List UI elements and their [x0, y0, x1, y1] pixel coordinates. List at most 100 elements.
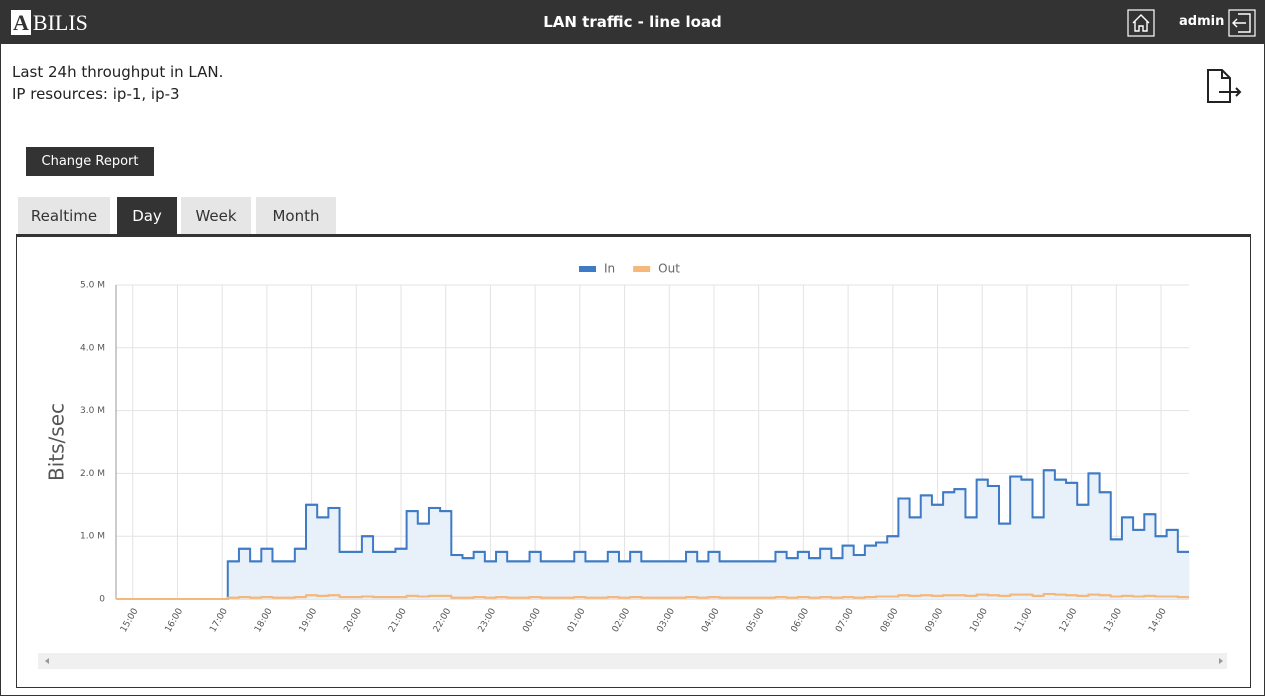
x-tick-label: 08:00	[879, 607, 901, 635]
area-step	[1032, 517, 1044, 599]
area-step	[596, 561, 609, 599]
area-step	[630, 551, 642, 599]
area-step	[440, 511, 452, 599]
legend-swatch	[633, 266, 651, 272]
area-step	[238, 548, 251, 599]
x-tick-label: 16:00	[164, 607, 186, 635]
legend-swatch	[579, 266, 596, 272]
x-tick-label: 09:00	[924, 607, 946, 635]
area-step	[1155, 536, 1167, 599]
area-step	[373, 551, 385, 599]
area-step	[786, 558, 799, 599]
area-step	[507, 561, 519, 599]
area-step	[574, 551, 586, 599]
area-step	[272, 561, 284, 599]
area-step	[283, 561, 296, 599]
area-step	[831, 558, 843, 599]
area-step	[484, 561, 497, 599]
x-tick-label: 19:00	[298, 607, 320, 635]
area-step	[820, 548, 832, 599]
area-step	[496, 551, 508, 599]
x-tick-label: 18:00	[253, 607, 275, 635]
description: Last 24h throughput in LAN.	[12, 63, 224, 81]
area-step	[1043, 470, 1056, 599]
area-step	[708, 551, 720, 599]
area-step	[1088, 473, 1100, 599]
page-title: LAN traffic - line load	[543, 13, 722, 31]
area-step	[1066, 482, 1078, 599]
area-step	[652, 561, 664, 599]
area-step	[1021, 479, 1033, 599]
x-tick-label: 02:00	[611, 607, 633, 635]
area-step	[876, 542, 888, 599]
area-step	[1133, 529, 1145, 599]
area-step	[361, 536, 374, 599]
y-axis-label: Bits/sec	[45, 403, 69, 481]
x-tick-label: 12:00	[1058, 607, 1080, 635]
user-name[interactable]: admin	[1179, 14, 1225, 29]
x-tick-label: 21:00	[387, 607, 409, 635]
area-step	[753, 561, 765, 599]
tab[interactable]: Realtime	[18, 197, 110, 234]
area-step	[473, 551, 486, 599]
x-tick-label: 11:00	[1013, 607, 1035, 635]
area-step	[417, 523, 430, 599]
area-step	[909, 517, 922, 599]
change-report-button[interactable]: Change Report	[26, 147, 154, 176]
x-tick-label: 00:00	[521, 607, 543, 635]
area-step	[697, 561, 709, 599]
y-tick-label: 1.0 M	[80, 532, 105, 542]
area-step	[1177, 551, 1190, 599]
area-step	[328, 507, 340, 599]
y-tick-label: 4.0 M	[80, 343, 105, 353]
y-tick-label: 3.0 M	[80, 406, 105, 416]
logout-icon[interactable]	[1228, 9, 1256, 37]
area-step	[641, 561, 653, 599]
area-step	[775, 551, 787, 599]
area-step	[585, 561, 597, 599]
area-step	[540, 561, 553, 599]
area-step	[741, 561, 754, 599]
area-step	[462, 558, 474, 599]
area-step	[943, 492, 955, 599]
tab[interactable]: Month	[256, 197, 336, 234]
area-step	[339, 551, 352, 599]
area-step	[965, 517, 977, 599]
x-tick-label: 05:00	[745, 607, 767, 635]
area-step	[853, 555, 866, 599]
tab[interactable]: Week	[181, 197, 251, 234]
area-step	[998, 523, 1011, 599]
area-step	[1110, 539, 1123, 599]
tab[interactable]: Day	[117, 197, 177, 234]
home-icon[interactable]	[1127, 9, 1155, 37]
x-tick-label: 01:00	[566, 607, 588, 635]
area-step	[686, 551, 698, 599]
export-icon[interactable]	[1205, 68, 1245, 108]
area-step	[406, 511, 419, 599]
x-tick-label: 04:00	[700, 607, 722, 635]
logo[interactable]: ABILIS	[13, 10, 88, 35]
description: IP resources: ip-1, ip-3	[12, 85, 180, 103]
area-step	[518, 561, 530, 599]
area-step	[618, 561, 631, 599]
area-step	[1010, 476, 1022, 599]
area-step	[864, 545, 877, 599]
x-tick-label: 17:00	[208, 607, 230, 635]
x-tick-label: 20:00	[342, 607, 364, 635]
area-step	[1099, 492, 1112, 599]
scrollbar[interactable]	[38, 653, 1227, 669]
y-tick-label: 2.0 M	[80, 469, 105, 479]
area-step	[842, 545, 854, 599]
legend-label: Out	[658, 262, 680, 276]
area-step	[607, 551, 620, 599]
x-tick-label: 03:00	[655, 607, 677, 635]
area-step	[1077, 504, 1089, 599]
x-tick-label: 14:00	[1147, 607, 1169, 635]
area-step	[250, 561, 262, 599]
area-step	[306, 504, 318, 599]
area-step	[294, 548, 307, 599]
legend-label: In	[604, 262, 615, 276]
area-step	[227, 561, 240, 599]
